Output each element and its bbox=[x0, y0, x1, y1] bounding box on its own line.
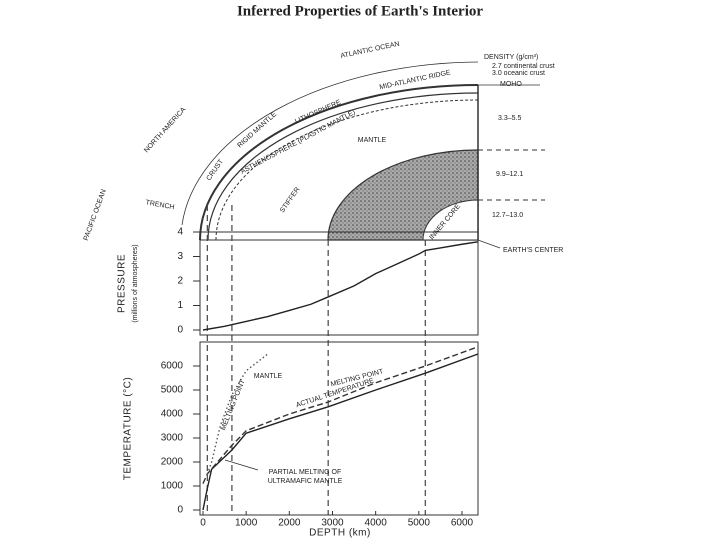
surface bbox=[199, 84, 479, 241]
label: 12.7–13.0 bbox=[492, 212, 523, 219]
y-tick-label: 4000 bbox=[161, 409, 184, 420]
label: PACIFIC OCEAN bbox=[83, 189, 108, 242]
title: Inferred Properties of Earth's Interior bbox=[237, 3, 483, 19]
x-tick-label: 0 bbox=[200, 518, 206, 529]
y-axis-label: TEMPERATURE (°C) bbox=[123, 377, 134, 480]
y-tick-label: 0 bbox=[177, 325, 183, 336]
y-tick-label: 3000 bbox=[161, 433, 184, 444]
cross-section bbox=[181, 61, 545, 249]
label: NORTH AMERICA bbox=[143, 106, 187, 154]
label: ATLANTIC OCEAN bbox=[340, 41, 400, 60]
label: 3.0 oceanic crust bbox=[492, 70, 545, 77]
plot-frame bbox=[199, 231, 479, 336]
label: 3.3–5.5 bbox=[498, 115, 521, 122]
plot-frame bbox=[199, 341, 479, 516]
y-axis-label: PRESSURE bbox=[117, 254, 128, 313]
asthenosphere-edge bbox=[215, 99, 479, 241]
line bbox=[202, 346, 479, 484]
x-axis-label: DEPTH (km) bbox=[309, 528, 371, 539]
label: 2.7 continental crust bbox=[492, 63, 555, 70]
label: MOHO bbox=[500, 81, 522, 88]
annotation: ULTRAMAFIC MANTLE bbox=[268, 478, 343, 485]
x-tick-label: 5000 bbox=[408, 518, 431, 529]
label: 9.9–12.1 bbox=[496, 171, 523, 178]
annotation-pointer bbox=[224, 459, 259, 471]
y-tick-label: 0 bbox=[177, 505, 183, 516]
x-tick-label: 1000 bbox=[235, 518, 258, 529]
geography-arc bbox=[181, 61, 479, 226]
x-tick-label: 3000 bbox=[321, 518, 344, 529]
y-tick-label: 2000 bbox=[161, 457, 184, 468]
line bbox=[202, 353, 479, 511]
label: MANTLE bbox=[358, 137, 387, 144]
annotation: PARTIAL MELTING OF bbox=[269, 469, 341, 476]
center-pointer bbox=[477, 239, 501, 249]
x-tick-label: 4000 bbox=[365, 518, 388, 529]
label: DENSITY (g/cm³) bbox=[484, 54, 538, 61]
label: RIGID MANTLE bbox=[236, 111, 278, 150]
x-tick-label: 2000 bbox=[278, 518, 301, 529]
label: EARTH'S CENTER bbox=[503, 247, 563, 254]
line bbox=[202, 241, 479, 331]
y-tick-label: 6000 bbox=[161, 361, 184, 372]
y-tick-label: 2 bbox=[177, 276, 183, 287]
y-tick-label: 3 bbox=[177, 251, 183, 262]
x-tick-label: 6000 bbox=[451, 518, 474, 529]
annotation: MANTLE bbox=[254, 373, 283, 380]
series-label: MELTING POINT bbox=[220, 378, 247, 431]
label: TRENCH bbox=[145, 199, 175, 211]
y-tick-label: 1 bbox=[177, 300, 183, 311]
y-tick-label: 4 bbox=[177, 227, 183, 238]
y-tick-label: 1000 bbox=[161, 481, 184, 492]
lithosphere-edge bbox=[207, 92, 479, 241]
y-axis-sublabel: (millions of atmospheres) bbox=[132, 244, 139, 322]
y-tick-label: 5000 bbox=[161, 385, 184, 396]
label: STIFFER bbox=[279, 186, 301, 214]
